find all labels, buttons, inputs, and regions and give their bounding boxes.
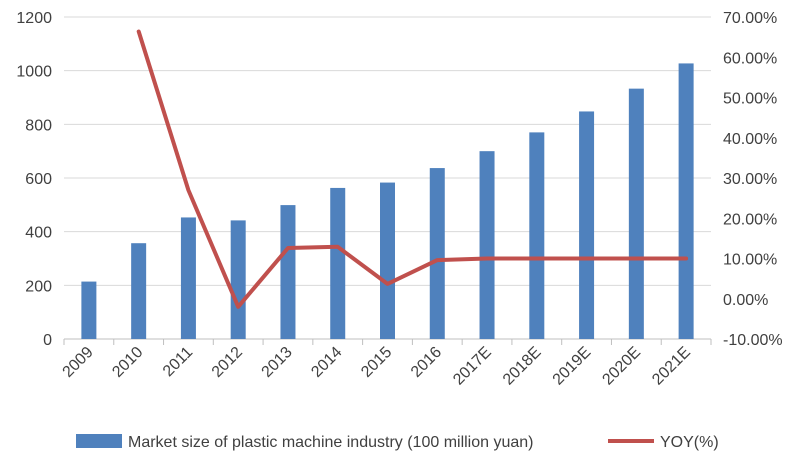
x-tick-label: 2013 — [259, 344, 296, 381]
right-tick-label: 40.00% — [723, 131, 777, 148]
x-tick-label: 2009 — [60, 344, 97, 381]
x-tick-label: 2021E — [649, 344, 694, 389]
left-axis-tick-labels: 0 200 400 600 800 1000 1200 — [16, 10, 52, 349]
left-tick-label: 0 — [43, 332, 52, 349]
bar — [529, 132, 545, 339]
right-tick-label: 0.00% — [723, 292, 768, 309]
bar — [180, 217, 196, 339]
bar — [678, 63, 694, 340]
legend-line-label: YOY(%) — [660, 434, 719, 451]
right-tick-label: 70.00% — [723, 10, 777, 27]
bar — [628, 88, 644, 340]
right-tick-label: 50.00% — [723, 91, 777, 108]
right-tick-label: 10.00% — [723, 252, 777, 269]
right-tick-label: 30.00% — [723, 171, 777, 188]
bar — [230, 220, 246, 339]
x-tick-label: 2015 — [358, 344, 395, 381]
x-tick-label: 2017E — [450, 344, 495, 389]
gridlines — [64, 16, 711, 286]
bar-series — [81, 63, 694, 340]
right-tick-label: 60.00% — [723, 50, 777, 67]
left-tick-label: 600 — [25, 171, 52, 188]
bar — [479, 151, 495, 339]
bar — [131, 243, 147, 339]
bar — [429, 168, 445, 339]
right-tick-label: 20.00% — [723, 211, 777, 228]
x-tick-label: 2012 — [209, 344, 246, 381]
right-axis-tick-labels: -10.00% 0.00% 10.00% 20.00% 30.00% 40.00% 50.0… — [723, 10, 783, 349]
bar — [81, 281, 97, 339]
bar — [280, 205, 296, 339]
left-tick-label: 1200 — [16, 10, 52, 27]
legend-bar-label: Market size of plastic machine industry … — [128, 434, 534, 451]
bar — [380, 182, 395, 339]
right-tick-label: -10.00% — [723, 332, 783, 349]
x-tick-label: 2018E — [500, 344, 545, 389]
left-tick-label: 400 — [25, 225, 52, 242]
bar — [579, 111, 595, 339]
legend-bar-swatch — [76, 434, 122, 448]
x-tick-label: 2020E — [599, 344, 644, 389]
yoy-line — [136, 29, 689, 309]
axes — [63, 338, 712, 345]
x-tick-label: 2019E — [550, 344, 595, 389]
left-tick-label: 1000 — [16, 64, 52, 81]
bar — [330, 187, 346, 339]
x-tick-label: 2010 — [109, 344, 146, 381]
line-series — [136, 29, 689, 309]
x-tick-label: 2016 — [408, 344, 445, 381]
legend: Market size of plastic machine industry … — [76, 434, 719, 451]
x-tick-label: 2014 — [308, 344, 345, 381]
left-tick-label: 200 — [25, 278, 52, 295]
x-axis-tick-labels: 2009 2010 2011 2012 2013 2014 2015 2016 2017E 201… — [60, 344, 694, 389]
x-tick-label: 2011 — [160, 344, 196, 380]
left-tick-label: 800 — [25, 117, 52, 134]
